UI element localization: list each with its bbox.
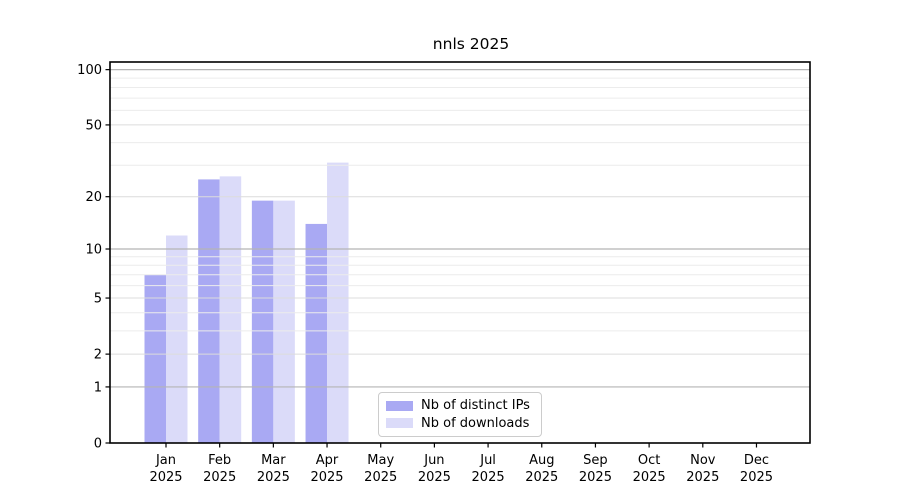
x-tick-label-month-nov: Nov: [690, 453, 716, 468]
y-tick-label-5: 5: [94, 292, 102, 307]
y-tick-label-50: 50: [85, 118, 102, 133]
x-tick-label-year-oct: 2025: [633, 470, 666, 485]
x-tick-label-year-jun: 2025: [418, 470, 451, 485]
x-tick-label-year-nov: 2025: [686, 470, 719, 485]
y-tick-label-10: 10: [85, 243, 102, 258]
x-tick-label-month-jun: Jun: [423, 453, 444, 468]
bar-ips-apr: [305, 223, 328, 443]
x-tick-label-month-may: May: [367, 453, 394, 468]
bar-downloads-feb: [219, 176, 242, 443]
chart-title: nnls 2025: [432, 35, 510, 53]
y-tick-label-0: 0: [94, 437, 102, 452]
x-tick-label-month-apr: Apr: [316, 453, 339, 468]
legend-swatch-distinct-ips: [386, 400, 413, 411]
x-tick-label-month-oct: Oct: [638, 453, 660, 468]
legend-label-distinct-ips: Nb of distinct IPs: [421, 398, 530, 414]
x-tick-label-year-jul: 2025: [472, 470, 505, 485]
x-tick-label-month-feb: Feb: [208, 453, 231, 468]
x-tick-label-year-dec: 2025: [740, 470, 773, 485]
x-tick-label-year-may: 2025: [364, 470, 397, 485]
bar-downloads-apr: [327, 162, 349, 444]
x-tick-label-year-jan: 2025: [149, 470, 182, 485]
legend: Nb of distinct IPs Nb of downloads: [378, 392, 542, 437]
legend-item-downloads: Nb of downloads: [386, 415, 534, 433]
x-tick-label-year-aug: 2025: [525, 470, 558, 485]
x-tick-label-year-feb: 2025: [203, 470, 236, 485]
bar-ips-jan: [144, 274, 166, 443]
axes-box: [109, 61, 811, 444]
x-tick-label-year-sep: 2025: [579, 470, 612, 485]
x-tick-label-year-apr: 2025: [310, 470, 343, 485]
bar-downloads-mar: [273, 200, 295, 443]
y-tick-label-100: 100: [77, 63, 102, 78]
x-tick-label-year-mar: 2025: [257, 470, 290, 485]
bar-downloads-jan: [166, 235, 188, 443]
y-tick-label-1: 1: [94, 380, 102, 395]
legend-item-distinct-ips: Nb of distinct IPs: [386, 397, 534, 415]
legend-swatch-downloads: [386, 418, 413, 429]
y-tick-label-2: 2: [94, 348, 102, 363]
x-tick-label-month-dec: Dec: [744, 453, 769, 468]
x-tick-label-month-jul: Jul: [479, 453, 496, 468]
x-tick-label-month-sep: Sep: [583, 453, 608, 468]
x-tick-label-month-aug: Aug: [529, 453, 554, 468]
bar-ips-mar: [251, 200, 274, 443]
x-tick-label-month-mar: Mar: [261, 453, 286, 468]
bar-ips-feb: [198, 179, 220, 443]
x-tick-label-month-jan: Jan: [155, 453, 176, 468]
legend-label-downloads: Nb of downloads: [421, 415, 530, 431]
y-tick-label-20: 20: [85, 190, 102, 205]
